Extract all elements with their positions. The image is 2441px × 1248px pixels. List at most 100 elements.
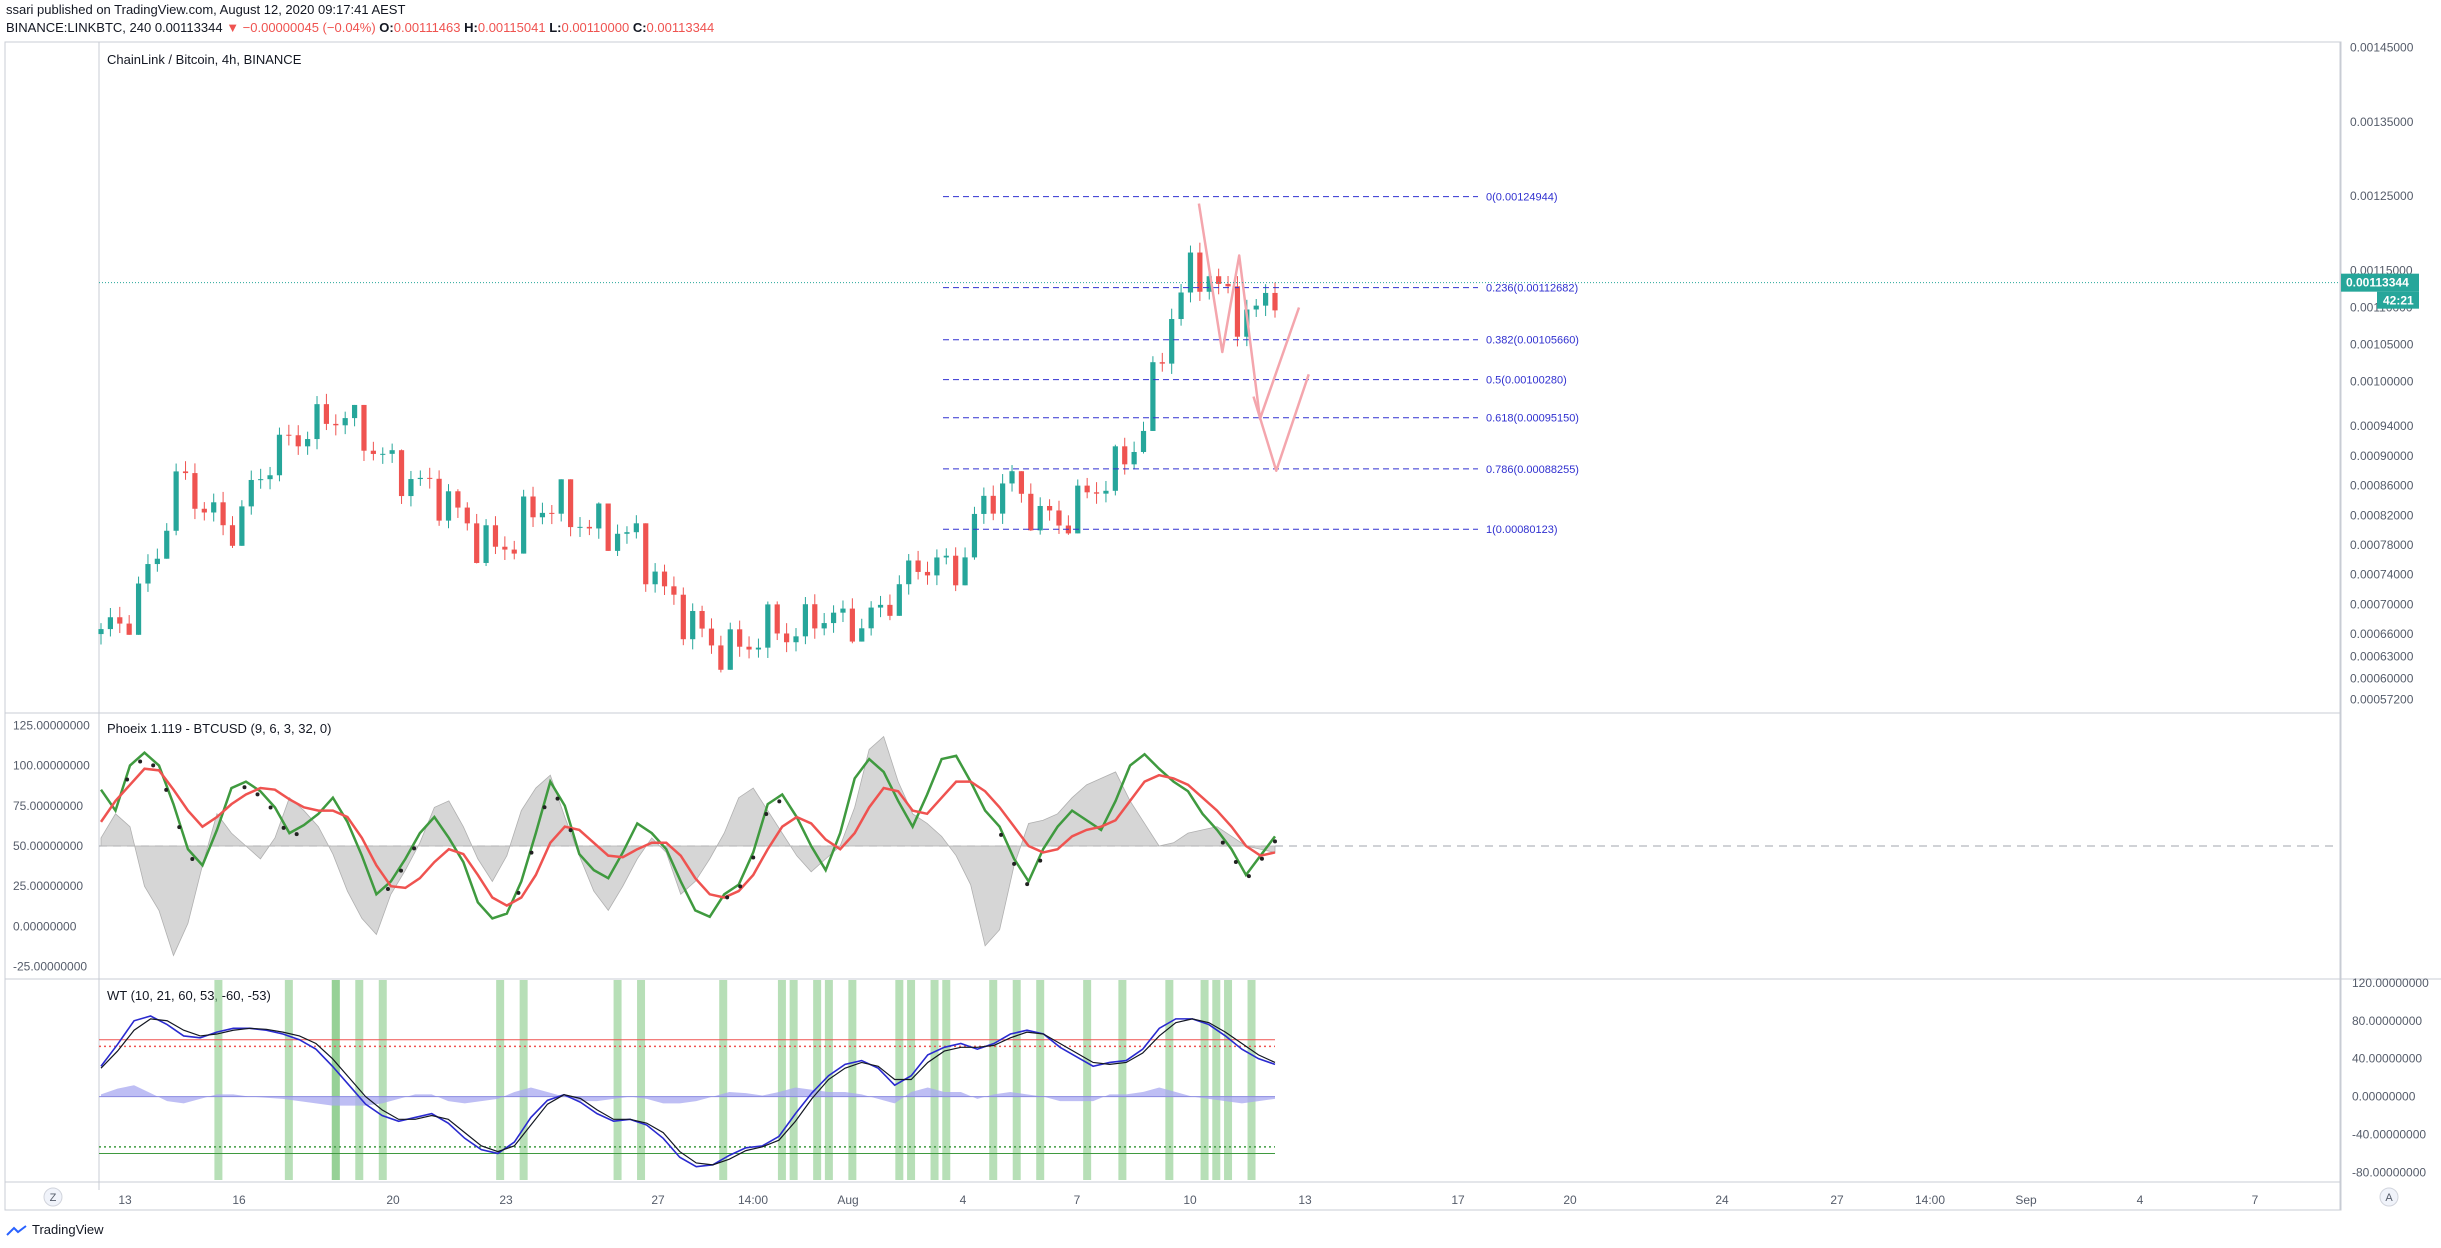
candle-body: [220, 502, 226, 526]
candle-body: [1216, 276, 1222, 284]
footer-brand[interactable]: TradingView: [6, 1222, 104, 1237]
candle-body: [896, 584, 902, 616]
candle-body: [117, 617, 123, 624]
phoenix-cloud: [100, 735, 1276, 957]
candle-body: [305, 439, 311, 447]
phoenix-axis-label: 25.00000000: [13, 879, 83, 893]
time-axis-label: 4: [960, 1193, 967, 1207]
time-axis-label: 13: [1298, 1193, 1312, 1207]
current-price-tag: [2341, 273, 2419, 292]
candle-body: [727, 629, 733, 670]
brand-label: TradingView: [32, 1222, 104, 1237]
candle-body: [652, 571, 658, 585]
candle-body: [464, 507, 470, 524]
candle-body: [605, 503, 611, 551]
last-price: 0.00113344: [154, 20, 223, 35]
auto-scale-z-button[interactable]: Z: [43, 1187, 63, 1207]
phoenix-red-line: [99, 767, 1276, 907]
phoenix-dot: [1233, 859, 1238, 864]
candle-body: [680, 594, 686, 640]
close-label: C:: [632, 20, 647, 35]
phoenix-dot: [1273, 839, 1277, 844]
candle-body: [1028, 493, 1034, 531]
candle-body: [164, 530, 170, 559]
candle-body: [596, 503, 602, 529]
time-axis-label: 4: [2137, 1193, 2144, 1207]
phoenix-dot: [268, 805, 273, 810]
candle-body: [1037, 505, 1043, 531]
time-axis-label: 10: [1183, 1193, 1197, 1207]
candle-body: [1084, 485, 1090, 493]
candle-body: [211, 502, 217, 513]
wt-title: WT (10, 21, 60, 53, -60, -53): [107, 988, 271, 1003]
price-axis-label: 0.00090000: [2350, 449, 2414, 463]
candle-body: [671, 586, 677, 595]
phoenix-dot: [1259, 856, 1264, 861]
phoenix-dot: [294, 832, 299, 837]
phoenix-pane[interactable]: Phoeix 1.119 - BTCUSD (9, 6, 3, 32, 0) 12…: [13, 718, 2333, 974]
wt-pane[interactable]: WT (10, 21, 60, 53, -60, -53) 120.0000000…: [99, 976, 2429, 1180]
wt-signal-bar: [777, 980, 786, 1180]
phoenix-title: Phoeix 1.119 - BTCUSD (9, 6, 3, 32, 0): [107, 721, 331, 736]
phoenix-dot: [125, 777, 130, 782]
candle-body: [295, 435, 301, 447]
candle-body: [342, 418, 348, 426]
candles: [98, 242, 1278, 673]
candle-body: [239, 506, 245, 546]
candle-body: [530, 496, 536, 518]
candle-body: [539, 512, 546, 518]
price-axis-label: 0.00057200: [2350, 692, 2414, 706]
candle-body: [276, 434, 283, 476]
time-axis-label: 20: [386, 1193, 400, 1207]
candle-body: [380, 453, 386, 455]
time-axis-label: Sep: [2015, 1193, 2037, 1207]
wt-axis-label: 40.00000000: [2352, 1052, 2422, 1066]
candle-body: [389, 450, 395, 454]
wt-axis-label: -40.00000000: [2352, 1128, 2426, 1142]
wt-signal-bar: [496, 980, 505, 1180]
candle-body: [1253, 305, 1259, 310]
time-axis[interactable]: 13 16 20 23 27 14:00 Aug 4 7 10 13 17 20 24 27 14:00 Sep…: [118, 1193, 2258, 1207]
wt-signal-bar: [789, 980, 798, 1180]
price-pane[interactable]: ChainLink / Bitcoin, 4h, BINANCE 0.001450…: [98, 41, 2419, 707]
auto-scale-a-button[interactable]: A: [2379, 1187, 2399, 1207]
phoenix-dot: [1038, 858, 1043, 863]
candle-body: [708, 628, 715, 646]
candle-body: [483, 525, 489, 563]
phoenix-dot: [1220, 840, 1225, 845]
phoenix-dot: [138, 759, 143, 764]
candle-body: [145, 564, 151, 584]
phoenix-dot: [764, 811, 769, 816]
candle-body: [962, 557, 968, 586]
candle-body: [314, 404, 320, 440]
phoenix-dot: [399, 868, 404, 873]
wt-signal-bar: [1118, 980, 1127, 1180]
candle-body: [258, 479, 264, 481]
candle-body: [370, 450, 376, 454]
candle-body: [229, 525, 236, 546]
candle-body: [192, 473, 198, 509]
candle-body: [1150, 362, 1156, 431]
fib-level-label: 0.236(0.00112682): [1486, 283, 1578, 295]
phoenix-dot: [529, 850, 534, 855]
candle-body: [1234, 286, 1241, 337]
candle-body: [1197, 252, 1203, 292]
wt-signal-bar: [1083, 980, 1092, 1180]
time-axis-label: 14:00: [1915, 1193, 1945, 1207]
candle-body: [1122, 446, 1128, 465]
wt-signal-bar: [1012, 980, 1021, 1180]
candle-body: [990, 495, 996, 514]
phoenix-green-line: [99, 750, 1276, 920]
fib-level-label: 0.382(0.00105660): [1486, 335, 1579, 347]
candle-body: [812, 604, 818, 629]
candle-body: [699, 610, 705, 629]
phoenix-dot: [177, 825, 182, 830]
candle-body: [746, 646, 752, 650]
price-axis-label: 0.00105000: [2350, 338, 2414, 352]
time-axis-label: 13: [118, 1193, 132, 1207]
price-axis-label: 0.00135000: [2350, 115, 2414, 129]
candle-body: [643, 523, 649, 585]
phoenix-dot: [151, 763, 156, 768]
candle-body: [1018, 471, 1025, 494]
